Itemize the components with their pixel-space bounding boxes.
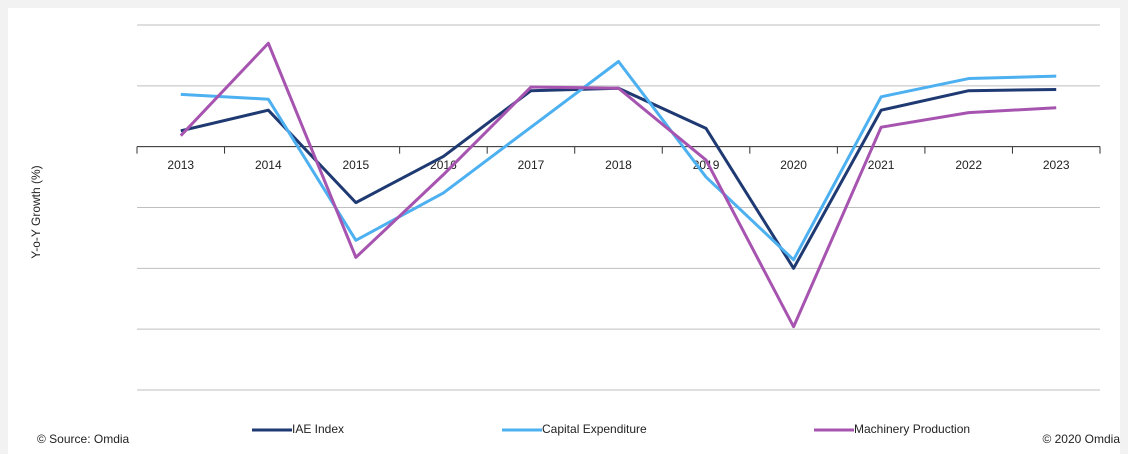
x-tick-label: 2018 bbox=[605, 158, 632, 172]
x-tick-label: 2013 bbox=[167, 158, 194, 172]
x-tick-label: 2017 bbox=[518, 158, 545, 172]
y-axis-label: Y-o-Y Growth (%) bbox=[29, 165, 43, 258]
copyright-note: © 2020 Omdia bbox=[1042, 432, 1120, 446]
x-tick-label: 2014 bbox=[255, 158, 282, 172]
series-line bbox=[179, 41, 1057, 329]
legend-label: IAE Index bbox=[292, 422, 344, 436]
series-line bbox=[180, 60, 1057, 262]
source-note: © Source: Omdia bbox=[37, 432, 130, 446]
x-tick-label: 2021 bbox=[868, 158, 895, 172]
x-tick-label: 2023 bbox=[1043, 158, 1070, 172]
legend-label: Capital Expenditure bbox=[542, 422, 647, 436]
x-tick-label: 2020 bbox=[780, 158, 807, 172]
x-tick-label: 2022 bbox=[955, 158, 982, 172]
chart-background bbox=[8, 8, 1120, 454]
legend-label: Machinery Production bbox=[854, 422, 970, 436]
x-tick-label: 2015 bbox=[343, 158, 370, 172]
